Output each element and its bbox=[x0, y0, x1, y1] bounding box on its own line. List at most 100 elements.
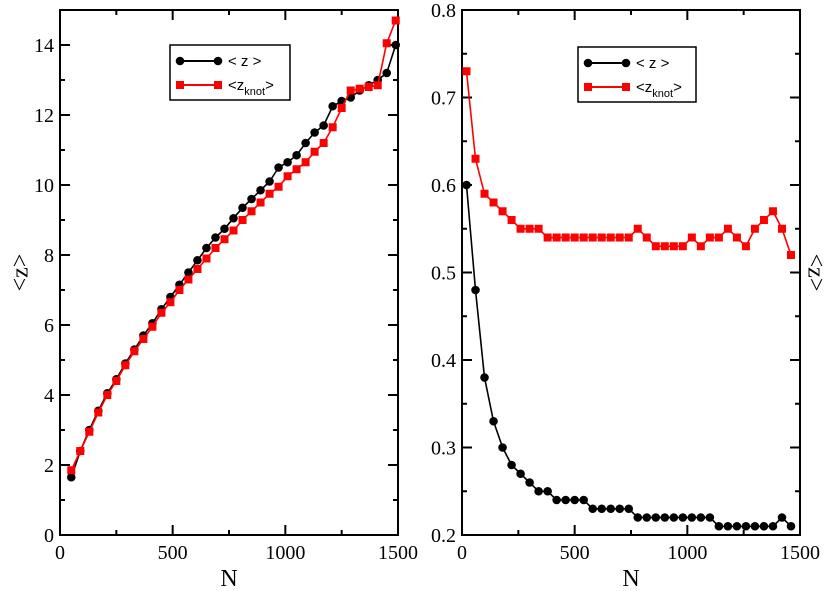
data-point-z bbox=[705, 513, 715, 522]
x-tick-label: 0 bbox=[55, 542, 65, 564]
data-point-z bbox=[714, 521, 724, 531]
data-point-z bbox=[328, 101, 337, 111]
data-point-zknot bbox=[759, 216, 768, 224]
data-point-zknot bbox=[498, 207, 507, 216]
data-point-zknot bbox=[256, 198, 265, 207]
data-point-z bbox=[660, 513, 670, 522]
data-point-zknot bbox=[597, 233, 606, 242]
data-point-zknot bbox=[669, 242, 678, 251]
data-point-z bbox=[382, 68, 392, 78]
data-point-zknot bbox=[121, 361, 130, 370]
data-point-zknot bbox=[184, 275, 193, 284]
data-point-zknot bbox=[85, 427, 94, 436]
data-point-zknot bbox=[364, 83, 373, 91]
data-point-z bbox=[480, 373, 489, 382]
data-point-zknot bbox=[705, 233, 714, 242]
data-point-z bbox=[624, 504, 634, 514]
data-point-zknot bbox=[777, 224, 786, 233]
data-point-zknot bbox=[570, 233, 579, 242]
data-point-z bbox=[570, 495, 579, 505]
data-point-zknot bbox=[516, 224, 525, 233]
legend-label-main: <z bbox=[228, 77, 244, 94]
legend-marker-circle bbox=[175, 56, 185, 66]
data-point-zknot bbox=[642, 233, 651, 242]
data-point-zknot bbox=[732, 233, 741, 242]
data-point-z bbox=[750, 521, 760, 531]
data-point-zknot bbox=[292, 165, 301, 174]
legend-label-sub: knot bbox=[244, 86, 265, 98]
data-point-zknot bbox=[202, 254, 211, 263]
data-point-z bbox=[588, 504, 597, 514]
legend-label: <zknot> bbox=[228, 77, 274, 98]
data-point-z bbox=[229, 213, 238, 223]
legend-label-end: > bbox=[673, 79, 682, 96]
data-point-zknot bbox=[283, 172, 292, 181]
data-point-zknot bbox=[76, 447, 85, 455]
legend-marker-circle bbox=[583, 58, 593, 68]
data-point-z bbox=[220, 224, 229, 234]
y-tick-label: 8 bbox=[44, 245, 54, 267]
data-point-zknot bbox=[606, 233, 615, 242]
data-point-z bbox=[292, 150, 301, 160]
legend: < z > <zknot> bbox=[169, 44, 291, 101]
data-point-zknot bbox=[651, 242, 660, 251]
data-point-zknot bbox=[633, 224, 642, 233]
data-point-zknot bbox=[696, 242, 705, 251]
data-point-z bbox=[462, 180, 471, 190]
data-point-z bbox=[579, 495, 588, 505]
data-point-z bbox=[310, 128, 319, 137]
data-point-zknot bbox=[552, 233, 561, 242]
data-point-zknot bbox=[678, 242, 687, 251]
data-point-z bbox=[741, 521, 751, 531]
legend-label: < z > bbox=[636, 55, 670, 72]
data-point-zknot bbox=[480, 189, 489, 198]
data-point-zknot bbox=[130, 347, 139, 356]
legend-label: < z > bbox=[228, 53, 262, 70]
x-tick-label: 1500 bbox=[780, 542, 820, 564]
y-tick-label: 0.6 bbox=[431, 175, 456, 197]
data-point-z bbox=[274, 163, 283, 172]
data-point-zknot bbox=[391, 16, 400, 25]
x-tick-label: 500 bbox=[158, 542, 188, 564]
data-point-zknot bbox=[229, 226, 238, 235]
y-tick-label: 0 bbox=[44, 525, 54, 547]
data-point-zknot bbox=[786, 251, 795, 259]
data-point-zknot bbox=[274, 182, 283, 191]
data-point-zknot bbox=[220, 235, 229, 244]
data-point-zknot bbox=[714, 233, 723, 242]
legend-label-main: < z > bbox=[636, 55, 670, 72]
legend: < z > <zknot> bbox=[577, 46, 697, 103]
data-point-z bbox=[525, 478, 534, 487]
x-tick-label: 500 bbox=[560, 542, 590, 564]
data-point-z bbox=[768, 521, 778, 531]
data-point-zknot bbox=[157, 308, 166, 317]
data-point-zknot bbox=[103, 391, 112, 399]
legend-label-end: > bbox=[265, 77, 274, 94]
data-point-zknot bbox=[175, 286, 184, 294]
data-point-z bbox=[552, 495, 561, 505]
data-point-zknot bbox=[741, 242, 750, 251]
data-point-z bbox=[723, 521, 733, 531]
data-point-zknot bbox=[373, 81, 382, 90]
y-tick-label: 10 bbox=[34, 175, 54, 197]
data-point-z bbox=[696, 513, 706, 522]
legend-marker-circle bbox=[213, 56, 223, 66]
x-axis-title: N bbox=[220, 566, 237, 591]
data-point-z bbox=[247, 194, 256, 204]
data-point-zknot bbox=[319, 139, 328, 147]
data-point-zknot bbox=[247, 207, 256, 216]
legend-marker-square bbox=[176, 81, 184, 89]
data-point-zknot bbox=[507, 216, 516, 224]
data-point-z bbox=[193, 255, 202, 265]
legend-box bbox=[169, 44, 291, 101]
data-point-zknot bbox=[301, 158, 310, 167]
data-point-zknot bbox=[471, 154, 480, 163]
data-point-z bbox=[256, 185, 265, 195]
data-point-zknot bbox=[346, 86, 355, 95]
y-axis-title: <z> bbox=[802, 254, 828, 292]
data-point-z bbox=[651, 513, 661, 522]
data-point-zknot bbox=[525, 224, 534, 233]
data-point-zknot bbox=[750, 224, 759, 233]
